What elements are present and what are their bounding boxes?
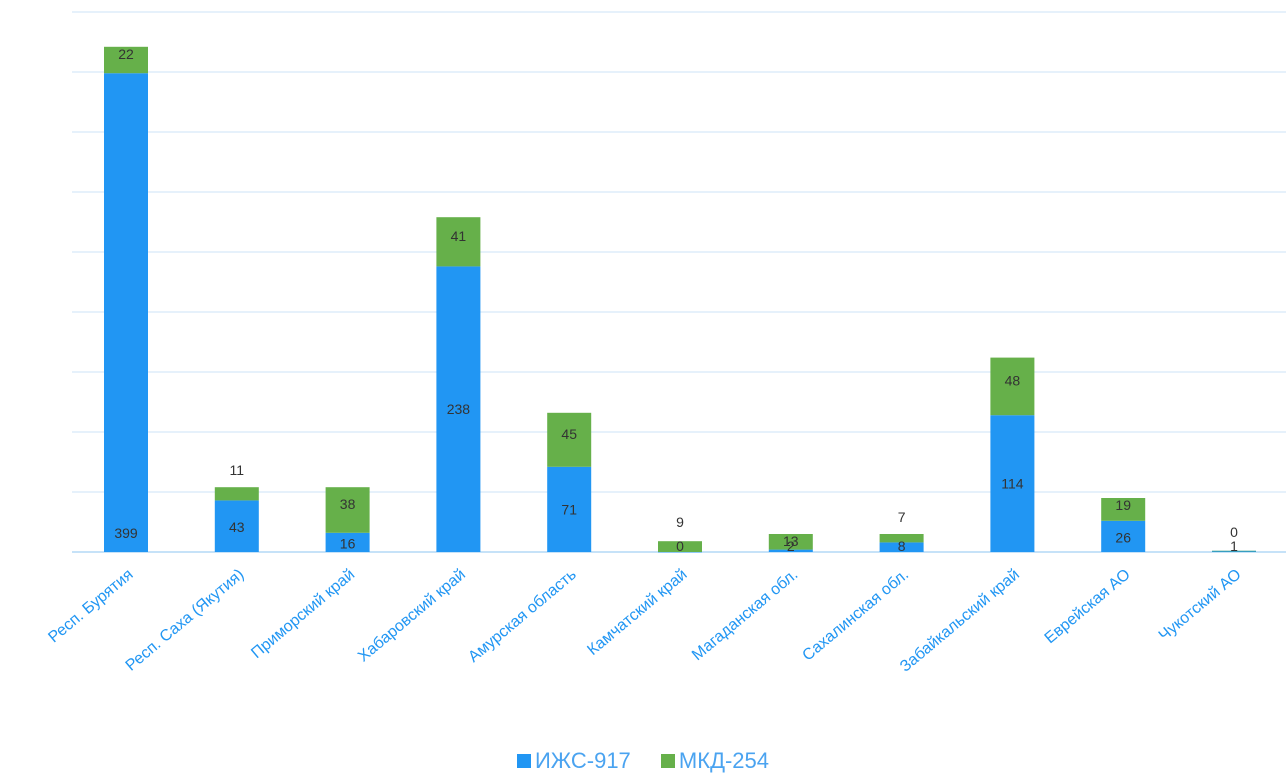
legend: ИЖС-917 МКД-254	[0, 748, 1286, 774]
legend-swatch-mkd	[660, 754, 675, 768]
legend-label-izhs: ИЖС-917	[534, 748, 631, 773]
bar-izhs[interactable]	[768, 549, 813, 552]
category-label: Респ. Саха (Якутия)	[123, 566, 248, 675]
bar-izhs[interactable]	[104, 73, 148, 552]
data-label-izhs: 8	[898, 538, 906, 554]
bar-izhs[interactable]	[658, 552, 702, 553]
category-label: Респ. Бурятия	[45, 566, 136, 646]
data-label-mkd: 9	[676, 514, 684, 530]
bar-mkd[interactable]	[658, 541, 702, 552]
legend-item-izhs[interactable]: ИЖС-917	[516, 748, 631, 774]
category-label: Сахалинская обл.	[799, 566, 912, 664]
bar-izhs[interactable]	[325, 532, 370, 552]
bar-mkd[interactable]	[325, 487, 370, 533]
category-label: Чукотский АО	[1156, 566, 1245, 644]
data-label-izhs: 238	[447, 401, 471, 417]
data-label-izhs: 114	[1001, 476, 1024, 492]
data-label-izhs: 0	[676, 538, 684, 554]
legend-label-mkd: МКД-254	[678, 748, 769, 773]
data-label-izhs: 399	[114, 525, 138, 541]
bar-izhs[interactable]	[436, 266, 481, 552]
category-label: Приморский край	[248, 566, 358, 662]
bar-mkd[interactable]	[768, 534, 813, 550]
data-label-mkd: 11	[230, 462, 245, 478]
bar-izhs[interactable]	[1101, 520, 1146, 552]
bar-izhs[interactable]	[214, 500, 259, 552]
category-label: Амурская область	[465, 566, 579, 666]
data-label-izhs: 43	[229, 519, 245, 535]
data-label-izhs: 71	[561, 501, 577, 517]
data-label-mkd: 13	[783, 533, 799, 549]
category-label: Магаданская обл.	[689, 566, 801, 664]
bar-mkd[interactable]	[547, 412, 592, 467]
legend-swatch-izhs	[516, 754, 531, 768]
category-label: Забайкальский край	[897, 566, 1023, 676]
bar-mkd[interactable]	[1101, 498, 1146, 521]
legend-item-mkd[interactable]: МКД-254	[660, 748, 769, 774]
bar-mkd[interactable]	[1212, 550, 1256, 552]
data-label-izhs: 26	[1115, 529, 1131, 545]
data-label-mkd: 45	[561, 426, 577, 442]
data-label-izhs: 2	[787, 538, 795, 554]
bar-mkd[interactable]	[879, 534, 924, 543]
category-label: Еврейская АО	[1042, 566, 1134, 647]
bar-mkd[interactable]	[214, 487, 259, 501]
data-label-mkd: 0	[1230, 524, 1238, 540]
category-label: Хабаровский край	[355, 566, 469, 665]
bar-mkd[interactable]	[436, 217, 481, 267]
data-label-mkd: 22	[118, 46, 134, 62]
bar-mkd[interactable]	[104, 46, 148, 74]
bar-izhs[interactable]	[990, 415, 1035, 552]
bar-izhs[interactable]	[547, 466, 592, 552]
data-label-izhs: 1	[1230, 538, 1238, 554]
data-label-izhs: 16	[340, 535, 356, 551]
data-label-mkd: 19	[1115, 497, 1131, 513]
bar-izhs[interactable]	[1212, 550, 1256, 552]
data-label-mkd: 48	[1005, 372, 1021, 388]
data-label-mkd: 41	[451, 228, 467, 244]
bar-izhs[interactable]	[879, 542, 924, 552]
data-label-mkd: 38	[340, 496, 356, 512]
category-label: Камчатский край	[584, 566, 690, 659]
bar-mkd[interactable]	[990, 357, 1035, 416]
data-label-mkd: 7	[898, 509, 906, 525]
stacked-bar-chart: 399 22 Респ. Бурятия 43 11 Респ. Саха (Якутия…	[45, 11, 1286, 676]
